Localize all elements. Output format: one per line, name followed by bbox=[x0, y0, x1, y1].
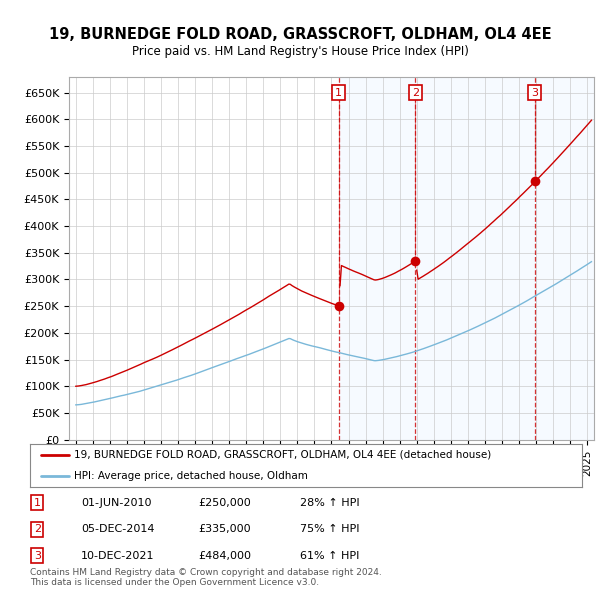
Text: 28% ↑ HPI: 28% ↑ HPI bbox=[300, 498, 359, 507]
Text: 10-DEC-2021: 10-DEC-2021 bbox=[81, 551, 155, 560]
Text: 3: 3 bbox=[34, 551, 41, 560]
Text: 2: 2 bbox=[412, 88, 419, 98]
Text: £250,000: £250,000 bbox=[198, 498, 251, 507]
Text: £335,000: £335,000 bbox=[198, 525, 251, 534]
Bar bbox=[535, 77, 596, 440]
Text: 61% ↑ HPI: 61% ↑ HPI bbox=[300, 551, 359, 560]
Text: 05-DEC-2014: 05-DEC-2014 bbox=[81, 525, 155, 534]
Text: £484,000: £484,000 bbox=[198, 551, 251, 560]
Text: 19, BURNEDGE FOLD ROAD, GRASSCROFT, OLDHAM, OL4 4EE (detached house): 19, BURNEDGE FOLD ROAD, GRASSCROFT, OLDH… bbox=[74, 450, 491, 460]
Text: Price paid vs. HM Land Registry's House Price Index (HPI): Price paid vs. HM Land Registry's House … bbox=[131, 45, 469, 58]
Text: 2: 2 bbox=[34, 525, 41, 534]
Text: HPI: Average price, detached house, Oldham: HPI: Average price, detached house, Oldh… bbox=[74, 471, 308, 481]
Text: 75% ↑ HPI: 75% ↑ HPI bbox=[300, 525, 359, 534]
Text: Contains HM Land Registry data © Crown copyright and database right 2024.
This d: Contains HM Land Registry data © Crown c… bbox=[30, 568, 382, 587]
Text: 3: 3 bbox=[531, 88, 538, 98]
Text: 19, BURNEDGE FOLD ROAD, GRASSCROFT, OLDHAM, OL4 4EE: 19, BURNEDGE FOLD ROAD, GRASSCROFT, OLDH… bbox=[49, 27, 551, 42]
Text: 1: 1 bbox=[335, 88, 342, 98]
Bar bbox=[338, 77, 415, 440]
Text: 01-JUN-2010: 01-JUN-2010 bbox=[81, 498, 151, 507]
Text: 1: 1 bbox=[34, 498, 41, 507]
Bar bbox=[415, 77, 535, 440]
